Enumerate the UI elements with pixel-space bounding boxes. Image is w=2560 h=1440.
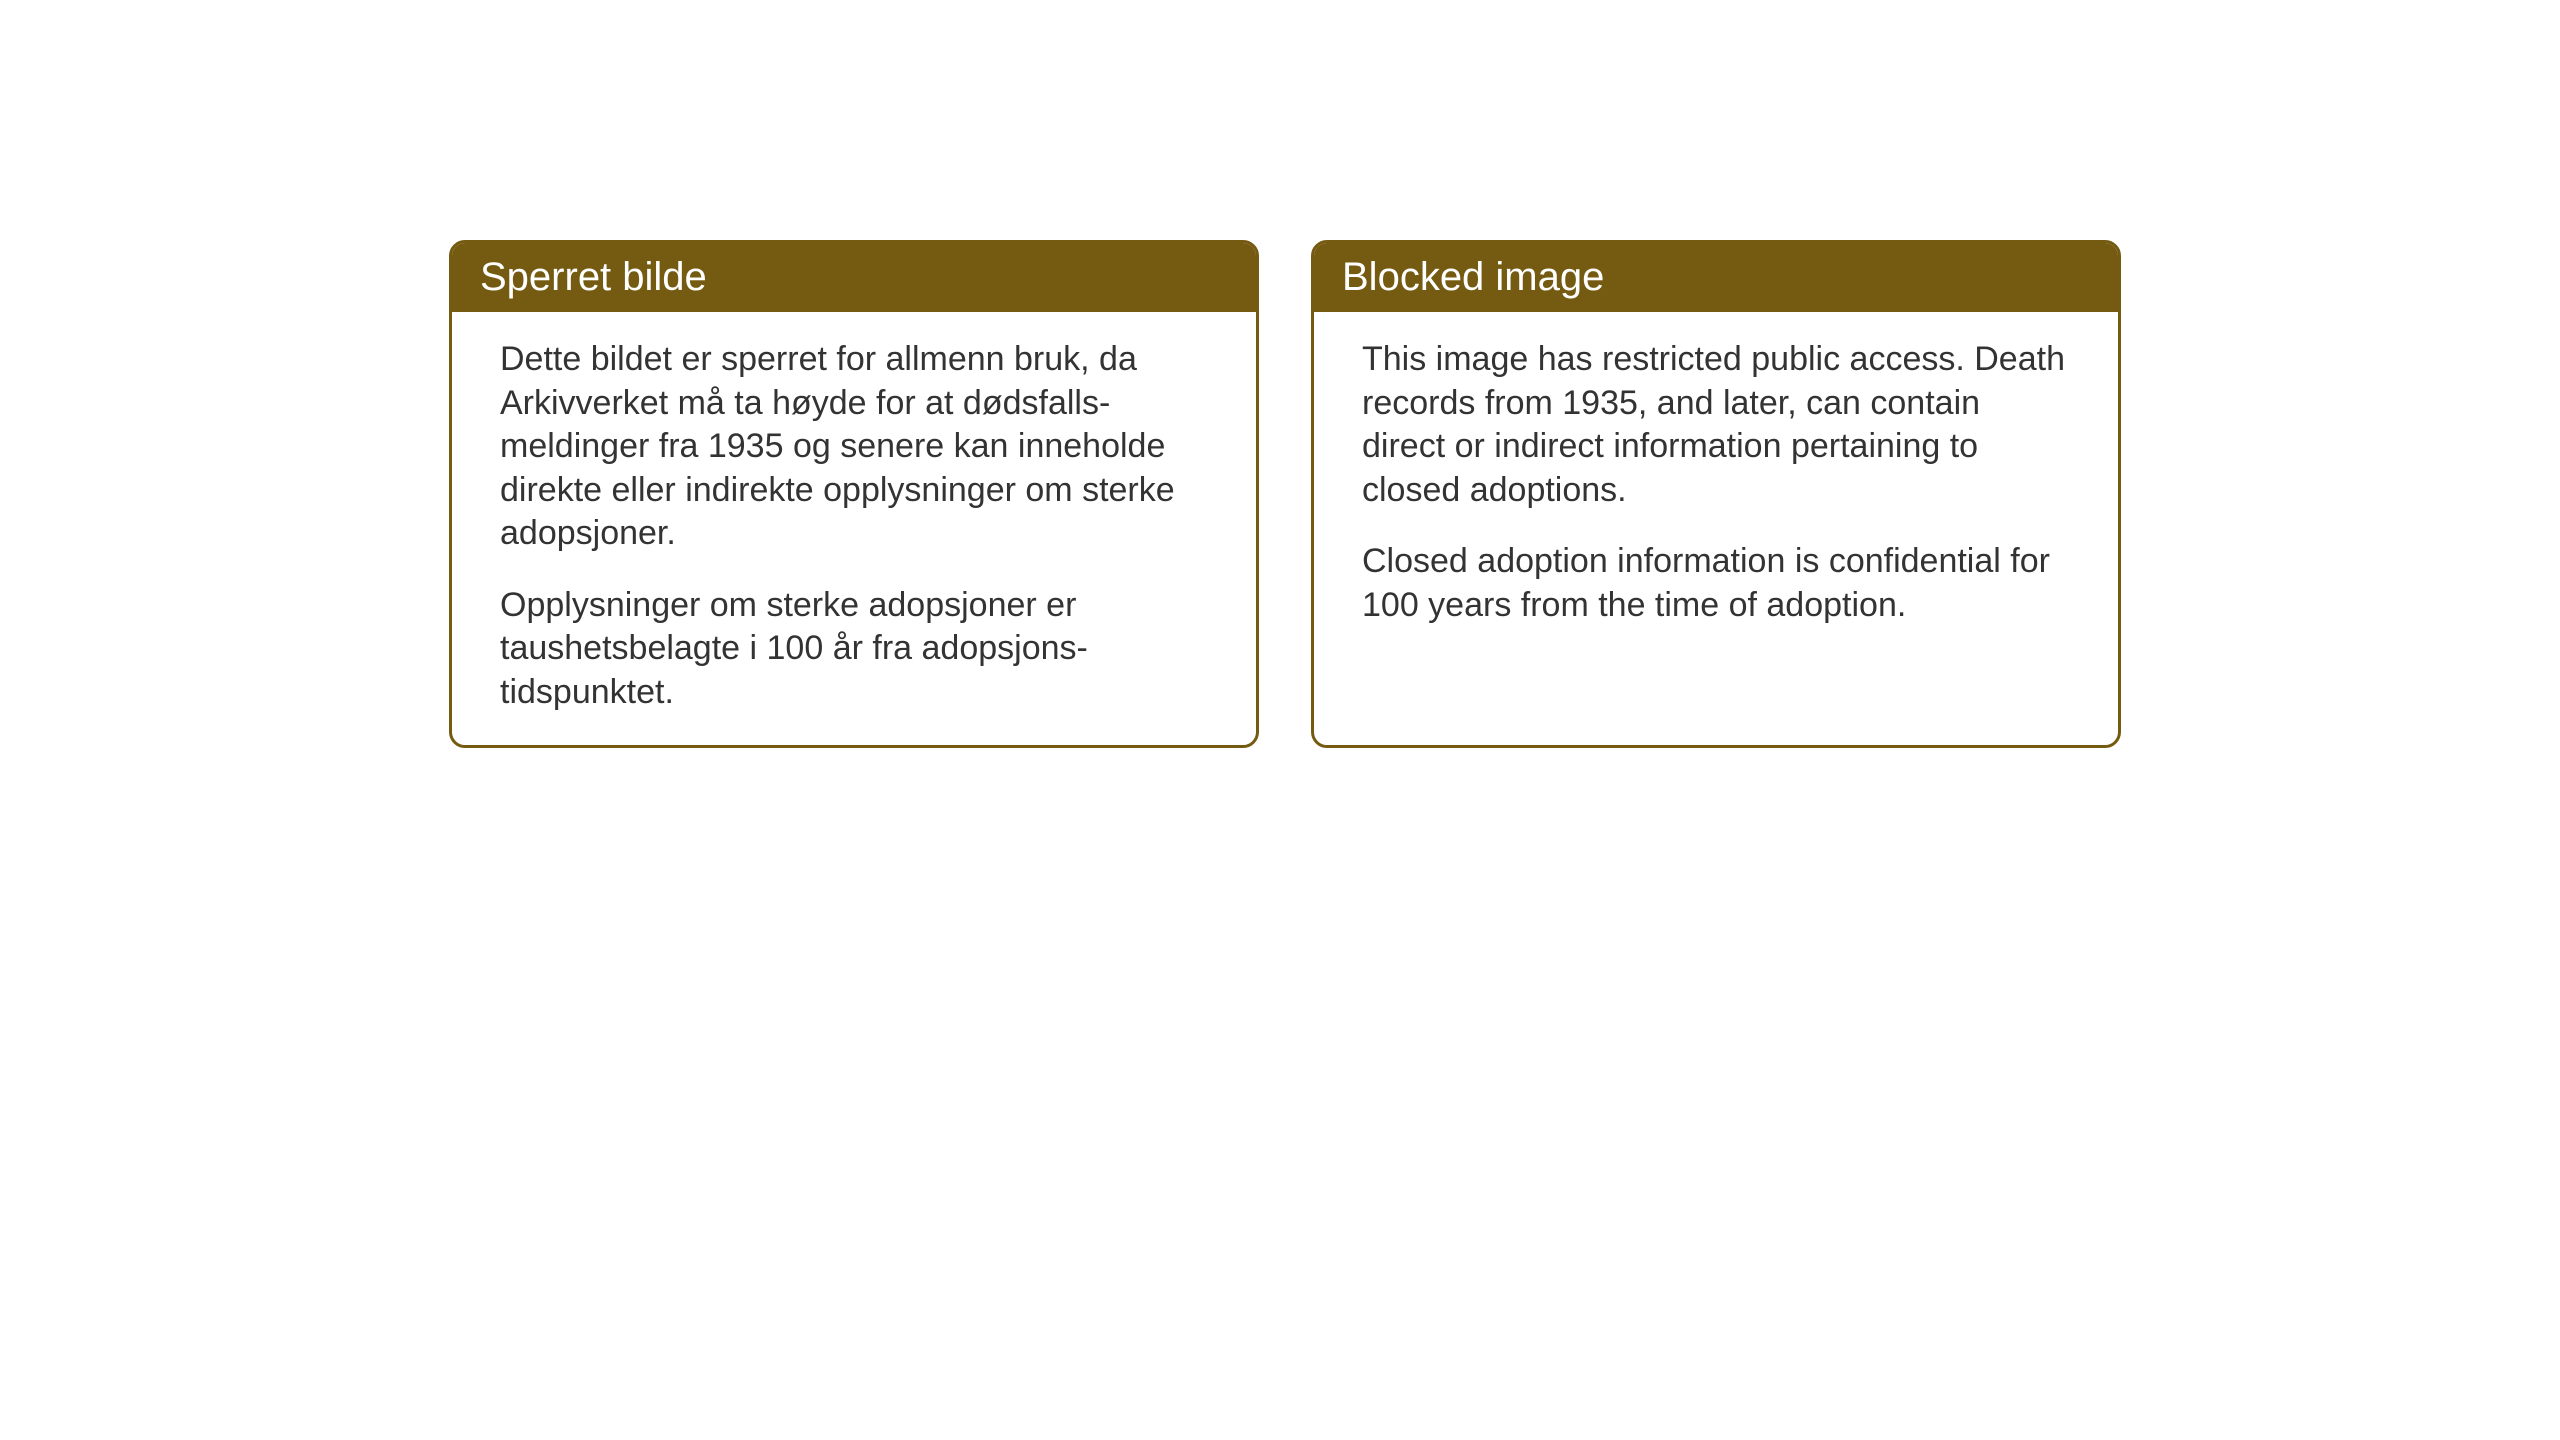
card-paragraph-1-english: This image has restricted public access.… <box>1362 338 2070 512</box>
notice-card-norwegian: Sperret bilde Dette bildet er sperret fo… <box>449 240 1259 748</box>
card-title-norwegian: Sperret bilde <box>480 255 707 299</box>
notice-cards-container: Sperret bilde Dette bildet er sperret fo… <box>449 240 2121 748</box>
notice-card-english: Blocked image This image has restricted … <box>1311 240 2121 748</box>
card-paragraph-1-norwegian: Dette bildet er sperret for allmenn bruk… <box>500 338 1208 556</box>
card-paragraph-2-english: Closed adoption information is confident… <box>1362 540 2070 627</box>
card-paragraph-2-norwegian: Opplysninger om sterke adopsjoner er tau… <box>500 584 1208 715</box>
card-body-norwegian: Dette bildet er sperret for allmenn bruk… <box>452 312 1256 748</box>
card-body-english: This image has restricted public access.… <box>1314 312 2118 667</box>
card-header-english: Blocked image <box>1314 243 2118 312</box>
card-header-norwegian: Sperret bilde <box>452 243 1256 312</box>
card-title-english: Blocked image <box>1342 255 1604 299</box>
